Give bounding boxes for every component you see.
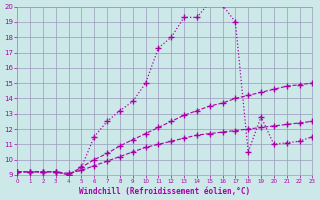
X-axis label: Windchill (Refroidissement éolien,°C): Windchill (Refroidissement éolien,°C) — [79, 187, 250, 196]
